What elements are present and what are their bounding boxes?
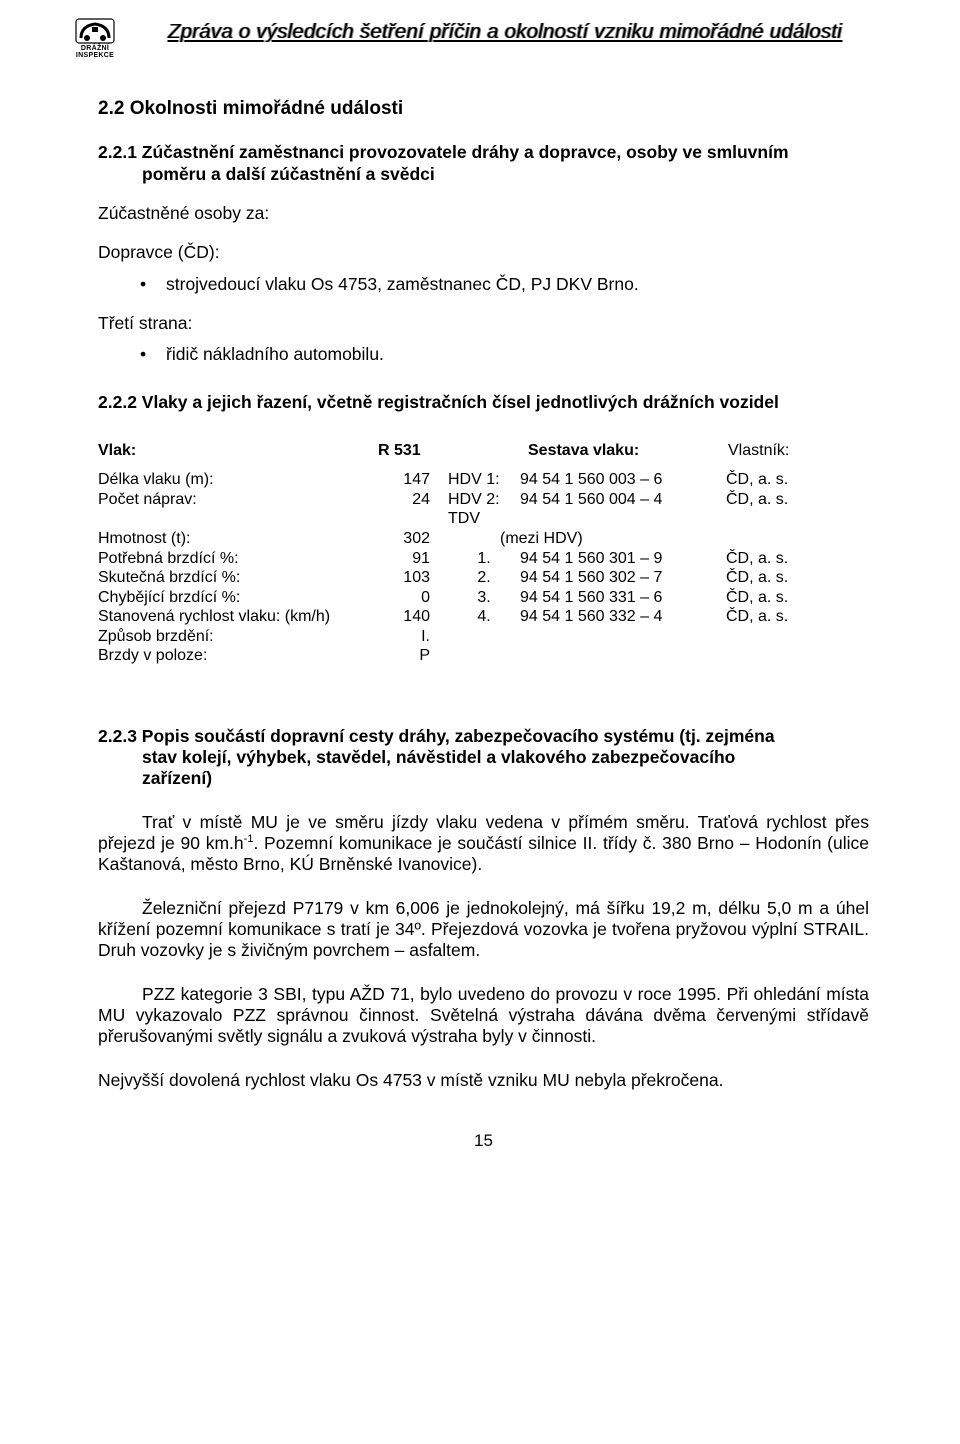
val-pocet: 24 bbox=[378, 490, 448, 510]
mid-1l: 1. bbox=[448, 549, 520, 569]
lbl-skut: Skutečná brzdící %: bbox=[98, 568, 378, 588]
bullet-ridic: řidič nákladního automobilu. bbox=[98, 344, 869, 365]
own-4: ČD, a. s. bbox=[726, 568, 869, 588]
mid-4l: 4. bbox=[448, 607, 520, 627]
val-chyb: 0 bbox=[378, 588, 448, 608]
mid-hdv2-l: HDV 2: bbox=[448, 490, 520, 510]
lbl-pocet: Počet náprav: bbox=[98, 490, 378, 510]
mid-mezi: (mezi HDV) bbox=[500, 529, 706, 549]
own-6: ČD, a. s. bbox=[726, 607, 869, 627]
label-zucastnene: Zúčastněné osoby za: bbox=[98, 203, 869, 224]
mid-hdv1-r: 94 54 1 560 003 – 6 bbox=[520, 470, 726, 490]
mid-3l: 3. bbox=[448, 588, 520, 608]
table-header-row: Vlak: R 531 Sestava vlaku: Vlastník: bbox=[98, 441, 869, 461]
table-row: Brzdy v poloze: P bbox=[98, 646, 869, 666]
heading-2-2-1-cont: poměru a další zúčastnění a svědci bbox=[98, 164, 869, 185]
hdr-train-num: R 531 bbox=[378, 441, 528, 461]
table-row: Délka vlaku (m): 147 HDV 1: 94 54 1 560 … bbox=[98, 470, 869, 490]
lbl-brzdy: Brzdy v poloze: bbox=[98, 646, 378, 666]
logo: DRÁŽNÍ INSPEKCE bbox=[70, 18, 120, 59]
mid-2r: 94 54 1 560 302 – 7 bbox=[520, 568, 726, 588]
val-rychl: 140 bbox=[378, 607, 448, 627]
heading-2-2-1: 2.2.1 Zúčastnění zaměstnanci provozovate… bbox=[98, 142, 869, 163]
table-row: Stanovená rychlost vlaku: (km/h) 140 4. … bbox=[98, 607, 869, 627]
para-rychlost: Nejvyšší dovolená rychlost vlaku Os 4753… bbox=[98, 1070, 869, 1091]
hdr-sestava: Sestava vlaku: bbox=[528, 441, 728, 461]
heading-2-2-3: 2.2.3 Popis součástí dopravní cesty dráh… bbox=[98, 726, 869, 747]
heading-2-2-3-b: stav kolejí, výhybek, stavědel, návěstid… bbox=[98, 747, 869, 768]
table-row: Počet náprav: 24 HDV 2: 94 54 1 560 004 … bbox=[98, 490, 869, 510]
heading-2-2-2: 2.2.2 Vlaky a jejich řazení, včetně regi… bbox=[98, 392, 869, 413]
para-pzz: PZZ kategorie 3 SBI, typu AŽD 71, bylo u… bbox=[98, 984, 869, 1048]
bullet-strojvedouci-text: strojvedoucí vlaku Os 4753, zaměstnanec … bbox=[166, 274, 639, 294]
mid-4r: 94 54 1 560 332 – 4 bbox=[520, 607, 726, 627]
label-dopravce: Dopravce (ČD): bbox=[98, 242, 869, 263]
hdr-vlak: Vlak: bbox=[98, 441, 378, 461]
page-number: 15 bbox=[98, 1131, 869, 1152]
page-header: DRÁŽNÍ INSPEKCE Zpráva o výsledcích šetř… bbox=[70, 18, 890, 59]
para-trat: Trať v místě MU je ve směru jízdy vlaku … bbox=[98, 812, 869, 876]
own-5: ČD, a. s. bbox=[726, 588, 869, 608]
lbl-delka: Délka vlaku (m): bbox=[98, 470, 378, 490]
logo-label-top: DRÁŽNÍ bbox=[81, 45, 109, 52]
own-1: ČD, a. s. bbox=[726, 470, 869, 490]
logo-label-bottom: INSPEKCE bbox=[76, 52, 114, 59]
mid-hdv1-l: HDV 1: bbox=[448, 470, 520, 490]
lbl-potr: Potřebná brzdící %: bbox=[98, 549, 378, 569]
heading-2-2: 2.2 Okolnosti mimořádné události bbox=[98, 97, 869, 120]
header-title: Zpráva o výsledcích šetření příčin a oko… bbox=[120, 18, 890, 44]
lbl-chyb: Chybějící brzdící %: bbox=[98, 588, 378, 608]
heading-2-2-3-c: zařízení) bbox=[98, 768, 869, 789]
hdr-vlastnik: Vlastník: bbox=[728, 441, 869, 461]
table-row: Hmotnost (t): 302 (mezi HDV) bbox=[98, 529, 869, 549]
label-treti-strana: Třetí strana: bbox=[98, 313, 869, 334]
table-row: Chybějící brzdící %: 0 3. 94 54 1 560 33… bbox=[98, 588, 869, 608]
bullet-strojvedouci: strojvedoucí vlaku Os 4753, zaměstnanec … bbox=[98, 274, 869, 295]
mid-hdv2-r: 94 54 1 560 004 – 4 bbox=[520, 490, 726, 510]
bullet-ridic-text: řidič nákladního automobilu. bbox=[166, 344, 384, 364]
mid-3r: 94 54 1 560 331 – 6 bbox=[520, 588, 726, 608]
table-row: TDV bbox=[98, 509, 869, 529]
val-brzdy: P bbox=[378, 646, 448, 666]
train-icon bbox=[75, 18, 115, 44]
lbl-rychl: Stanovená rychlost vlaku: (km/h) bbox=[98, 607, 378, 627]
table-row: Potřebná brzdící %: 91 1. 94 54 1 560 30… bbox=[98, 549, 869, 569]
table-row: Skutečná brzdící %: 103 2. 94 54 1 560 3… bbox=[98, 568, 869, 588]
mid-1r: 94 54 1 560 301 – 9 bbox=[520, 549, 726, 569]
val-hmot: 302 bbox=[378, 529, 448, 549]
mid-2l: 2. bbox=[448, 568, 520, 588]
val-zpus: I. bbox=[378, 627, 448, 647]
lbl-zpus: Způsob brzdění: bbox=[98, 627, 378, 647]
val-skut: 103 bbox=[378, 568, 448, 588]
table-row: Způsob brzdění: I. bbox=[98, 627, 869, 647]
val-delka: 147 bbox=[378, 470, 448, 490]
own-2: ČD, a. s. bbox=[726, 490, 869, 510]
train-composition-table: Vlak: R 531 Sestava vlaku: Vlastník: Dél… bbox=[98, 441, 869, 666]
para-trat-sup: -1 bbox=[244, 833, 254, 845]
lbl-hmot: Hmotnost (t): bbox=[98, 529, 378, 549]
mid-tdv: TDV bbox=[448, 509, 520, 529]
own-3: ČD, a. s. bbox=[726, 549, 869, 569]
content: 2.2 Okolnosti mimořádné události 2.2.1 Z… bbox=[70, 59, 890, 1152]
val-potr: 91 bbox=[378, 549, 448, 569]
page: DRÁŽNÍ INSPEKCE Zpráva o výsledcích šetř… bbox=[0, 0, 960, 1444]
para-prejezd: Železniční přejezd P7179 v km 6,006 je j… bbox=[98, 898, 869, 962]
